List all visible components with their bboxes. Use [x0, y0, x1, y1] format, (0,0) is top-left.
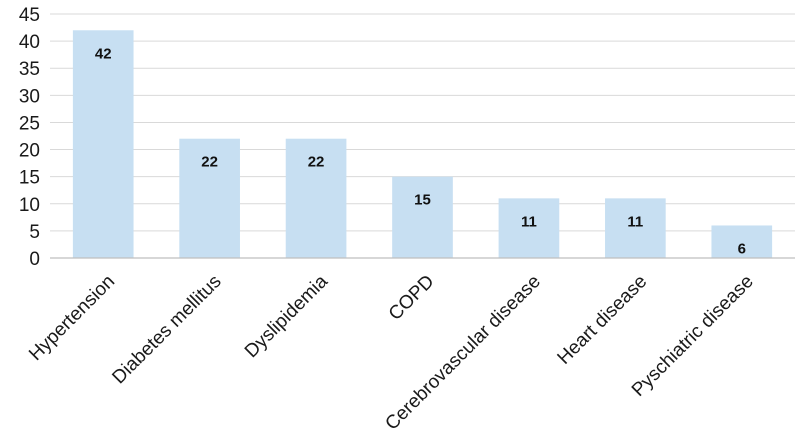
bar — [711, 225, 773, 258]
data-label: 6 — [738, 240, 746, 257]
bar — [179, 138, 240, 258]
data-label: 15 — [414, 192, 431, 209]
y-tick-label: 35 — [19, 59, 40, 80]
y-tick-label: 20 — [19, 141, 40, 162]
data-label: 22 — [201, 154, 218, 171]
bar — [285, 138, 347, 258]
y-tick-label: 5 — [29, 222, 40, 243]
category-label: Dyslipidemia — [241, 271, 332, 362]
bar — [498, 198, 560, 258]
bars — [72, 30, 773, 259]
category-label: Diabetes mellitus — [108, 271, 225, 388]
y-tick-label: 45 — [19, 5, 40, 26]
data-label: 11 — [627, 213, 643, 230]
data-label: 11 — [521, 213, 537, 230]
data-label: 42 — [95, 45, 112, 62]
y-tick-label: 40 — [19, 32, 40, 53]
y-axis: 0 5 10 15 20 25 30 35 40 45 — [19, 5, 40, 270]
bar — [72, 30, 134, 259]
y-tick-label: 25 — [19, 113, 40, 134]
y-tick-label: 15 — [19, 168, 40, 189]
category-label: Heart disease — [554, 271, 652, 369]
gridlines — [50, 13, 795, 232]
category-label: Pyschiatric disease — [628, 271, 758, 401]
data-labels: 42 22 22 15 11 11 6 — [95, 45, 746, 257]
y-tick-label: 30 — [19, 86, 40, 107]
data-label: 22 — [308, 154, 325, 171]
category-label: COPD — [385, 271, 439, 325]
y-tick-label: 0 — [29, 249, 40, 270]
category-label: Hypertension — [25, 271, 119, 365]
y-tick-label: 10 — [19, 195, 40, 216]
bar — [605, 198, 666, 258]
bar — [392, 176, 453, 258]
